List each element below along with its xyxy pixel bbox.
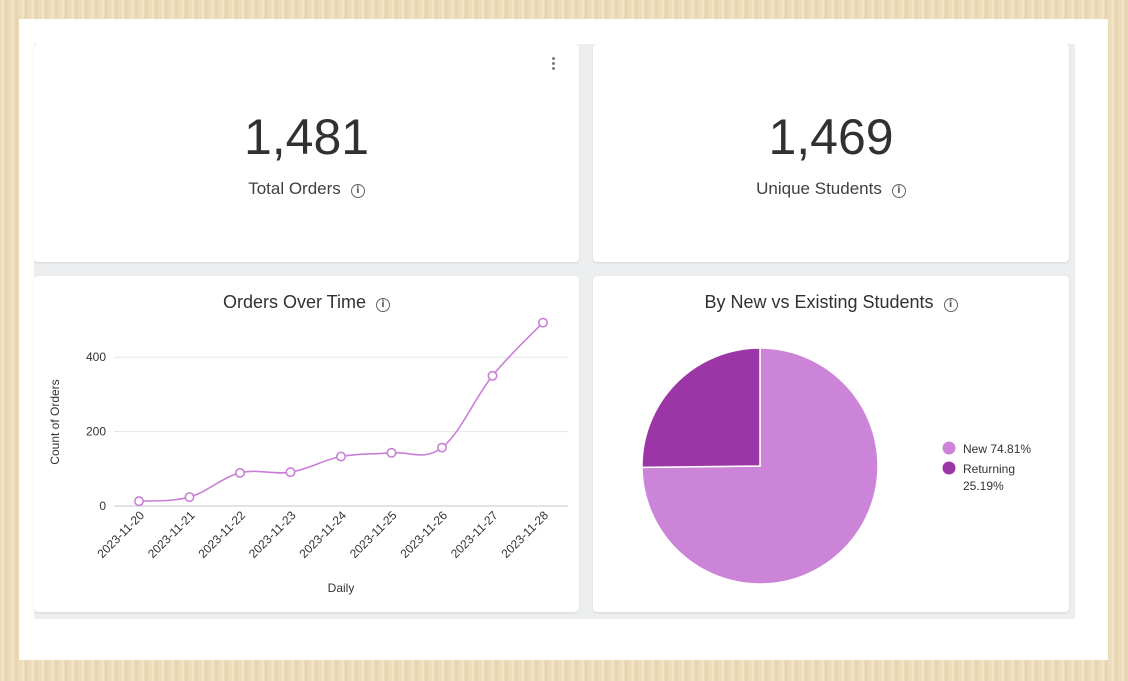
- unique-students-label: Unique Students: [756, 179, 882, 198]
- x-tick-label: 2023-11-26: [397, 508, 450, 561]
- total-orders-label-row: Total Orders i: [34, 180, 579, 198]
- data-point[interactable]: [134, 496, 145, 507]
- kebab-menu-icon[interactable]: [550, 57, 556, 73]
- data-point[interactable]: [335, 451, 346, 462]
- pie-slice-new[interactable]: [641, 347, 879, 585]
- info-icon[interactable]: i: [376, 298, 391, 312]
- data-point[interactable]: [436, 442, 447, 453]
- y-tick-label: 400: [86, 350, 106, 364]
- orders-chart-title-row: Orders Over Time i: [34, 293, 579, 312]
- x-tick-label: 2023-11-22: [195, 508, 248, 561]
- new-vs-existing-card: By New vs Existing Students i New 74.81% R…: [593, 276, 1069, 612]
- legend-marker-returning: [942, 461, 956, 475]
- dashboard: 1,481 Total Orders i 1,469 Unique Student…: [34, 44, 1075, 619]
- y-axis-label: Count of Orders: [48, 379, 62, 464]
- legend-label-new: New 74.81%: [963, 442, 1031, 456]
- data-point[interactable]: [184, 492, 195, 503]
- unique-students-label-row: Unique Students i: [593, 180, 1069, 198]
- orders-series-line: [138, 322, 544, 502]
- x-tick-label: 2023-11-24: [296, 508, 349, 561]
- x-tick-label: 2023-11-25: [347, 508, 400, 561]
- x-tick-label: 2023-11-28: [498, 508, 551, 561]
- x-axis-label: Daily: [328, 581, 355, 595]
- pie-legend: New 74.81% Returning 25.19%: [942, 441, 1031, 493]
- total-orders-label: Total Orders: [248, 179, 341, 198]
- total-orders-value: 1,481: [243, 109, 370, 165]
- info-icon[interactable]: i: [350, 184, 365, 198]
- unique-students-card: 1,469 Unique Students i: [593, 44, 1069, 262]
- info-icon[interactable]: i: [943, 298, 958, 312]
- orders-chart-title: Orders Over Time: [222, 292, 367, 312]
- legend-label-returning: Returning: [963, 462, 1015, 476]
- orders-over-time-card: Orders Over Time i 0 200 400 2023-11-20 2023…: [34, 276, 579, 612]
- students-pie-chart: New 74.81% Returning 25.19%: [641, 347, 1031, 585]
- unique-students-value: 1,469: [768, 109, 894, 165]
- data-point[interactable]: [235, 467, 246, 478]
- pie-chart-title: By New vs Existing Students: [704, 292, 934, 312]
- y-tick-label: 0: [99, 499, 106, 513]
- x-tick-label: 2023-11-20: [94, 508, 147, 561]
- data-point[interactable]: [285, 467, 296, 478]
- data-point[interactable]: [537, 317, 548, 328]
- x-tick-label: 2023-11-27: [448, 508, 501, 561]
- y-tick-label: 200: [86, 425, 106, 439]
- data-point[interactable]: [487, 370, 498, 381]
- data-point[interactable]: [386, 447, 397, 458]
- legend-value-returning: 25.19%: [963, 479, 1004, 493]
- pie-chart-title-row: By New vs Existing Students i: [593, 293, 1069, 312]
- pie-slice-returning[interactable]: [641, 347, 761, 469]
- legend-marker-new: [942, 441, 956, 455]
- x-tick-label: 2023-11-23: [246, 508, 299, 561]
- info-icon[interactable]: i: [891, 184, 906, 198]
- x-tick-label: 2023-11-21: [145, 508, 198, 561]
- total-orders-card: 1,481 Total Orders i: [34, 44, 579, 262]
